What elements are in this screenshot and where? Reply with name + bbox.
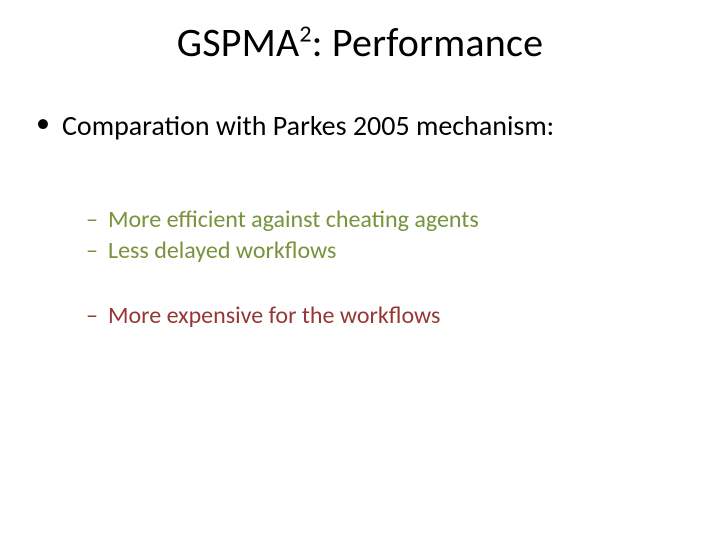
title-prefix: GSPMA: [177, 18, 300, 67]
title-suffix: : Performance: [312, 18, 543, 67]
bullet-level2: – Less delayed workflows: [36, 236, 684, 265]
slide: GSPMA2: Performance • Comparation with P…: [0, 0, 720, 540]
slide-body: • Comparation with Parkes 2005 mechanism…: [36, 108, 684, 332]
bullet-level2: – More efficient against cheating agents: [36, 205, 684, 234]
bullet-level1-text: Comparation with Parkes 2005 mechanism:: [62, 108, 554, 143]
bullet-level2-text: More efficient against cheating agents: [108, 205, 479, 234]
bullet-level2-text: Less delayed workflows: [108, 236, 336, 265]
bullet-level2-text: More expensive for the workflows: [108, 301, 440, 330]
spacer: [36, 171, 684, 205]
bullet-level2: – More expensive for the workflows: [36, 301, 684, 330]
dash-icon: –: [86, 205, 98, 234]
dash-icon: –: [86, 301, 98, 330]
slide-title: GSPMA2: Performance: [0, 18, 720, 67]
spacer: [36, 267, 684, 301]
bullet-dot-icon: •: [36, 109, 50, 137]
dash-icon: –: [86, 236, 98, 265]
title-superscript: 2: [299, 20, 311, 49]
bullet-level1: • Comparation with Parkes 2005 mechanism…: [36, 108, 684, 143]
